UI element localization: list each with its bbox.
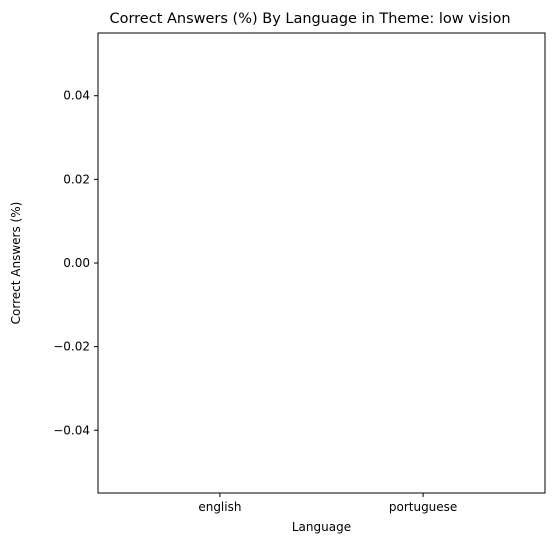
x-axis-label: Language: [292, 520, 351, 534]
x-tick-label-english: english: [198, 500, 241, 514]
y-axis-label: Correct Answers (%): [9, 202, 23, 325]
plot-area: [97, 32, 546, 494]
y-tick-label: 0.02: [63, 172, 90, 186]
y-tick-label: −0.02: [53, 340, 90, 354]
chart-title: Correct Answers (%) By Language in Theme…: [109, 11, 510, 27]
y-axis: −0.04 −0.02 0.00 0.02 0.04: [53, 89, 98, 437]
x-axis: english portuguese: [198, 493, 457, 514]
plot-frame: [97, 32, 546, 494]
y-tick-label: 0.00: [63, 256, 90, 270]
y-tick-label: 0.04: [63, 89, 90, 103]
y-tick-label: −0.04: [53, 423, 90, 437]
x-tick-label-portuguese: portuguese: [389, 500, 457, 514]
